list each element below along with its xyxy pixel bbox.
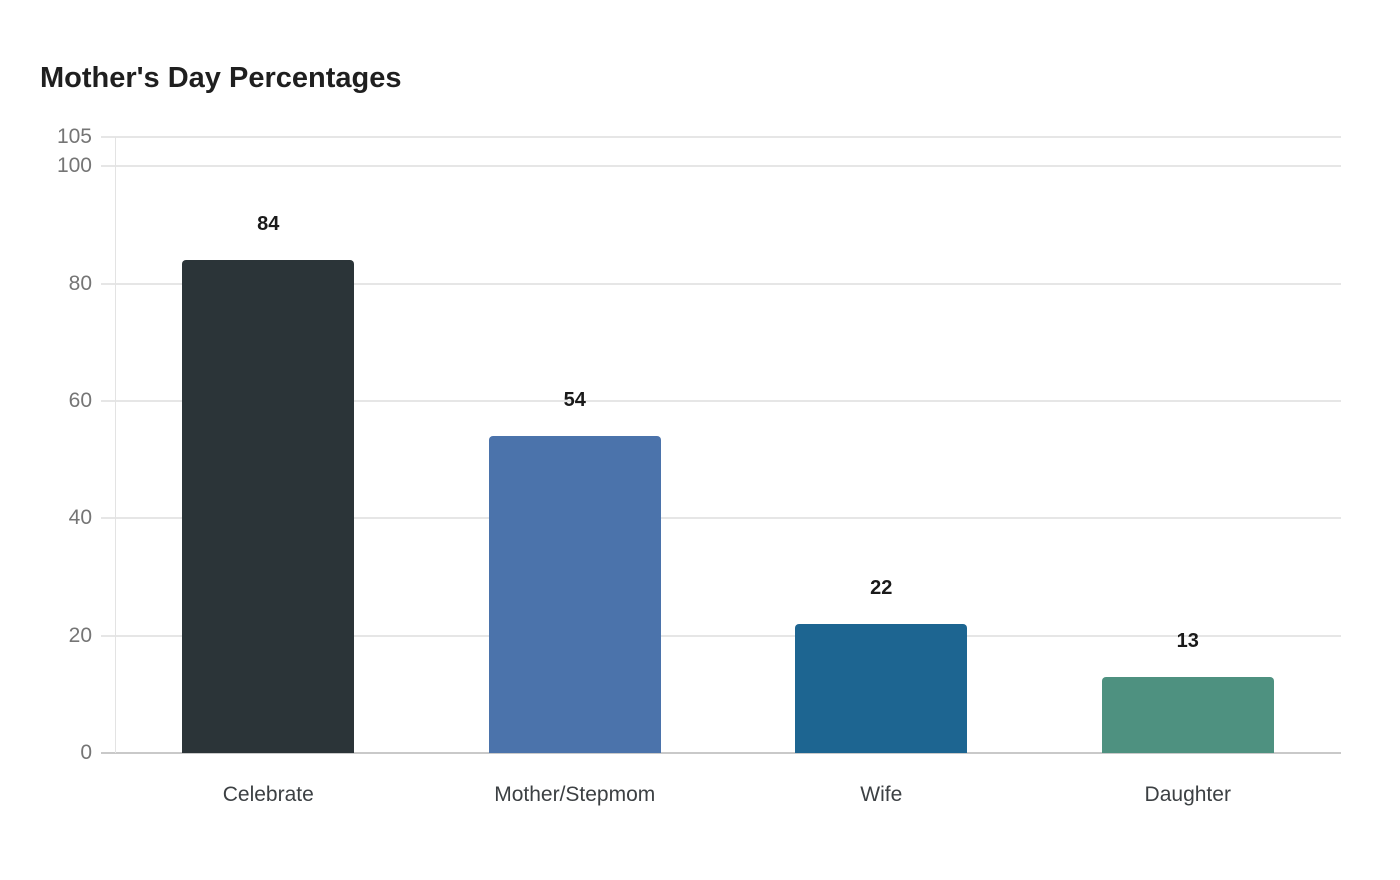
- y-tick-label: 100: [56, 154, 92, 178]
- y-tick-label: 80: [68, 271, 92, 295]
- gridline: [101, 165, 1341, 168]
- y-axis-line: [115, 137, 116, 753]
- y-tick-label: 60: [68, 389, 92, 412]
- bar-value-label: 84: [257, 213, 280, 236]
- category-label: Mother/Stepmom: [494, 783, 656, 806]
- bar-value-label: 54: [563, 389, 586, 412]
- gridline: [101, 282, 1341, 285]
- bar: [488, 436, 661, 753]
- bar: [182, 260, 355, 753]
- gridline: [101, 634, 1341, 637]
- gridline: [101, 136, 1341, 138]
- category-label: Celebrate: [222, 783, 314, 806]
- gridline: [101, 400, 1341, 402]
- x-baseline: [101, 752, 1341, 754]
- bar-value-label: 22: [870, 576, 893, 599]
- bar: [795, 623, 968, 753]
- y-tick-label: 0: [80, 741, 92, 764]
- bar-value-label: 13: [1176, 629, 1199, 652]
- y-tick-label: 105: [56, 125, 92, 148]
- bar: [1101, 676, 1274, 753]
- gridline: [101, 517, 1341, 520]
- category-label: Daughter: [1144, 783, 1231, 806]
- chart-title: Mother's Day Percentages: [40, 62, 402, 94]
- y-tick-label: 20: [68, 623, 92, 647]
- y-tick-label: 40: [68, 506, 92, 530]
- category-label: Wife: [860, 783, 903, 806]
